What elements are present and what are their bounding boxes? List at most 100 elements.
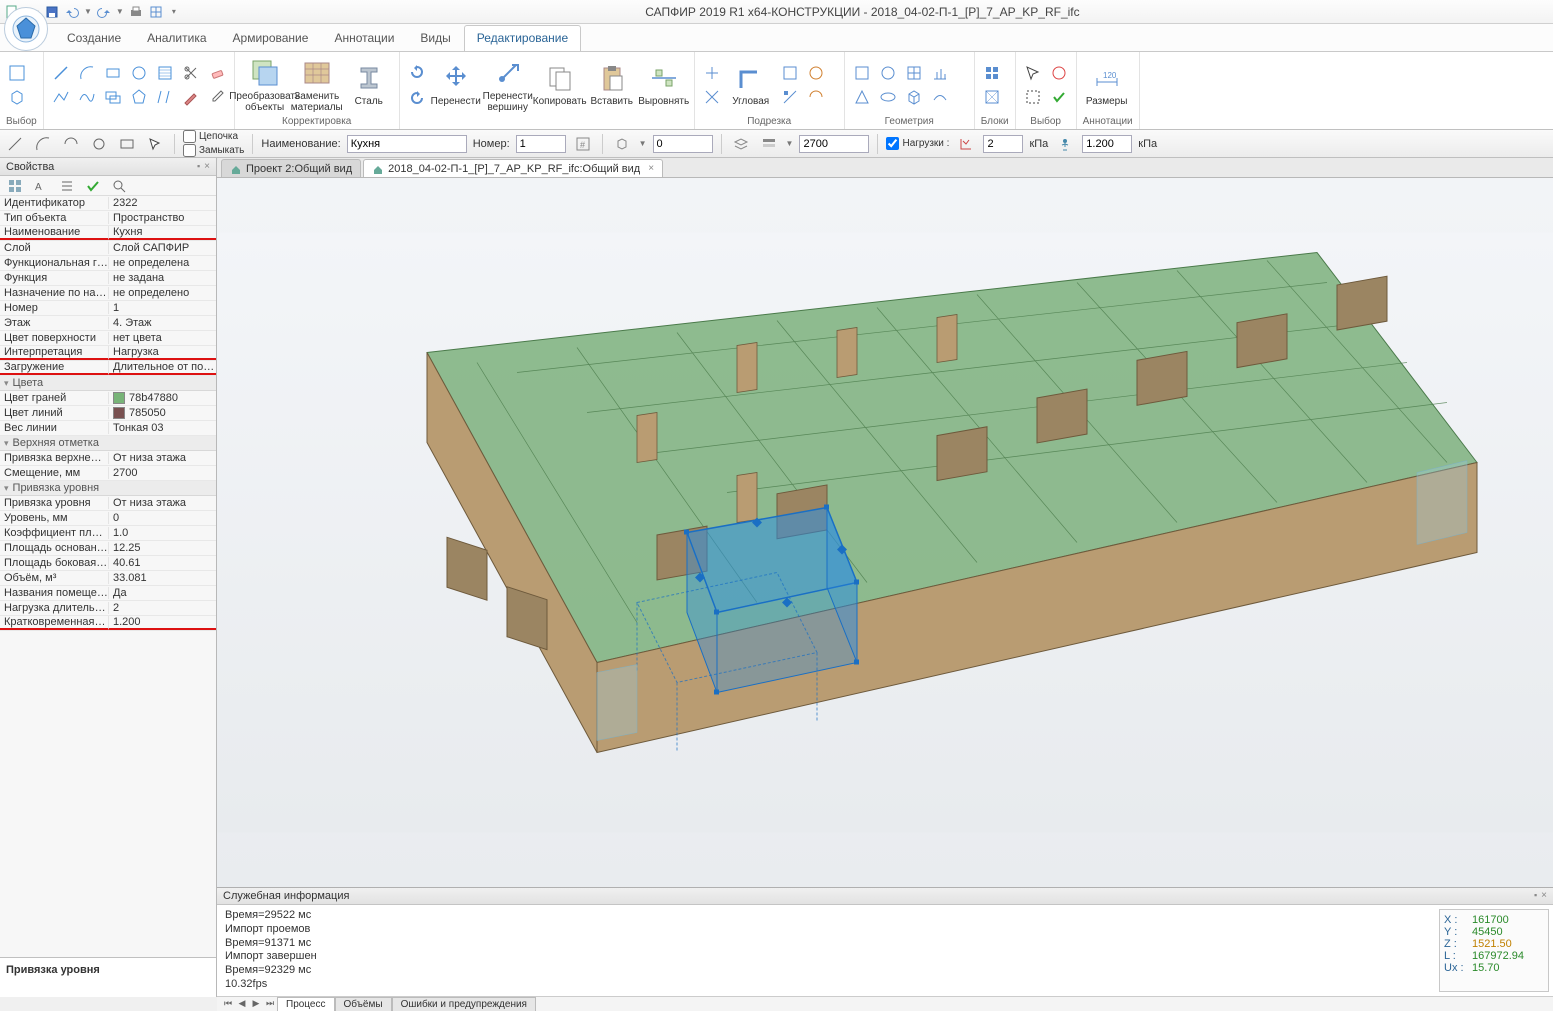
geo-f-icon[interactable] [903,86,925,108]
geo-c-icon[interactable] [877,62,899,84]
tab-first-icon[interactable]: ⏮ [221,998,235,1009]
info-tab-errors[interactable]: Ошибки и предупреждения [392,997,536,1011]
qat-undo-icon[interactable] [64,4,80,20]
property-row[interactable]: Цвет поверхностинет цвета [0,331,216,346]
rotate-cw-icon[interactable] [406,61,428,83]
sel2-d-icon[interactable] [1048,86,1070,108]
close-icon[interactable]: × [1541,890,1547,902]
tool-pick-icon[interactable] [144,133,166,155]
property-row[interactable]: Площадь боковая, м²40.61 [0,556,216,571]
align-button[interactable]: Выровнять [640,60,688,109]
tab-rebar[interactable]: Армирование [220,25,322,51]
pin-icon[interactable]: ▪ [1534,890,1537,902]
search-icon[interactable] [108,175,130,197]
property-grid[interactable]: Идентификатор2322Тип объектаПространство… [0,196,216,957]
brush-icon[interactable] [180,86,202,108]
hatch-icon[interactable] [154,62,176,84]
move-vertex-button[interactable]: Перенести вершину [484,55,532,115]
transform-objects-button[interactable]: Преобразовать объекты [241,55,289,115]
polyline-icon[interactable] [50,86,72,108]
geo-e-icon[interactable] [903,62,925,84]
property-row[interactable]: Кратковременная н…1.200 [0,616,216,631]
eyedrop-icon[interactable] [206,86,228,108]
property-section[interactable]: Верхняя отметка [0,436,216,451]
property-row[interactable]: Функцияне задана [0,271,216,286]
property-row[interactable]: Вес линииТонкая 03 [0,421,216,436]
load-long-input[interactable] [983,135,1023,153]
num-input[interactable] [516,135,566,153]
copy-button[interactable]: Копировать [536,60,584,109]
geo-h-icon[interactable] [929,86,951,108]
property-row[interactable]: Уровень, мм0 [0,511,216,526]
tab-annotations[interactable]: Аннотации [321,25,407,51]
property-section[interactable]: Привязка уровня [0,481,216,496]
poly-icon[interactable] [128,86,150,108]
line-icon[interactable] [50,62,72,84]
qat-redo-icon[interactable] [96,4,112,20]
select-cube-icon[interactable] [6,86,28,108]
tool-arc2-icon[interactable] [60,133,82,155]
property-row[interactable]: Коэффициент площ…1.0 [0,526,216,541]
cube-dd-icon[interactable] [611,133,633,155]
trim-b-icon[interactable] [701,86,723,108]
load-short-input[interactable] [1082,135,1132,153]
height-input[interactable] [653,135,713,153]
move-button[interactable]: Перенести [432,60,480,109]
property-row[interactable]: Номер1 [0,301,216,316]
chain-checkbox[interactable]: Цепочка [183,130,244,143]
tab-create[interactable]: Создание [54,25,134,51]
geo-a-icon[interactable] [851,62,873,84]
app-menu-button[interactable] [4,7,48,51]
property-row[interactable]: Названия помещенийДа [0,586,216,601]
az-icon[interactable]: A [30,175,52,197]
sel2-a-icon[interactable] [1022,62,1044,84]
spline-icon[interactable] [76,86,98,108]
load-short-icon[interactable] [1054,133,1076,155]
tool-arc-icon[interactable] [32,133,54,155]
property-row[interactable]: ЗагружениеДлительное от поме… [0,361,216,376]
trim-a-icon[interactable] [701,62,723,84]
floor-dd-icon[interactable] [758,133,780,155]
pin-icon[interactable]: ▪ [197,161,200,172]
close-icon[interactable]: × [204,161,210,172]
geo-b-icon[interactable] [851,86,873,108]
property-row[interactable]: Идентификатор2322 [0,196,216,211]
property-row[interactable]: НаименованиеКухня [0,226,216,241]
property-row[interactable]: Цвет линий785050 [0,406,216,421]
property-section[interactable]: Цвета [0,376,216,391]
dimensions-button[interactable]: 120 Размеры [1083,60,1131,109]
property-row[interactable]: Цвет граней78b47880 [0,391,216,406]
property-row[interactable]: Смещение, мм2700 [0,466,216,481]
info-tab-volumes[interactable]: Объёмы [335,997,392,1011]
replace-materials-button[interactable]: Заменить материалы [293,55,341,115]
val2700-input[interactable] [799,135,869,153]
cat-icon[interactable] [4,175,26,197]
property-row[interactable]: Нагрузка длительна…2 [0,601,216,616]
qat-save-icon[interactable] [44,4,60,20]
block-a-icon[interactable] [981,62,1003,84]
trim-c-icon[interactable] [779,62,801,84]
property-row[interactable]: Этаж4. Этаж [0,316,216,331]
property-row[interactable]: Назначение по нагр…не определено [0,286,216,301]
num-auto-icon[interactable]: # [572,133,594,155]
property-row[interactable]: Функциональная гр…не определена [0,256,216,271]
corner-trim-button[interactable]: Угловая [727,60,775,109]
select-box-icon[interactable] [6,62,28,84]
tab-prev-icon[interactable]: ◀ [235,998,249,1009]
property-row[interactable]: Тип объектаПространство [0,211,216,226]
doc-tab-1[interactable]: Проект 2:Общий вид [221,159,361,177]
trim-f-icon[interactable] [805,86,827,108]
property-row[interactable]: ИнтерпретацияНагрузка [0,346,216,361]
3d-viewport[interactable] [217,178,1553,887]
parallel-icon[interactable] [154,86,176,108]
doc-tab-2[interactable]: 2018_04-02-П-1_[P]_7_AP_KP_RF_ifc:Общий … [363,159,663,177]
load-long-icon[interactable] [955,133,977,155]
tool-rect-icon[interactable] [116,133,138,155]
sel2-c-icon[interactable] [1048,62,1070,84]
qat-grid-icon[interactable] [148,4,164,20]
info-tab-process[interactable]: Процесс [277,997,335,1011]
circle-icon[interactable] [128,62,150,84]
tool-line-icon[interactable] [4,133,26,155]
scissors-icon[interactable] [180,62,202,84]
trim-e-icon[interactable] [805,62,827,84]
